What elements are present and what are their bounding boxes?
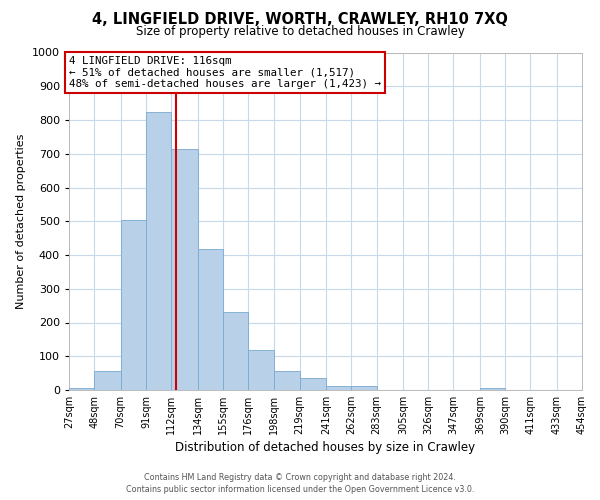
- Text: Contains HM Land Registry data © Crown copyright and database right 2024.
Contai: Contains HM Land Registry data © Crown c…: [126, 472, 474, 494]
- Y-axis label: Number of detached properties: Number of detached properties: [16, 134, 26, 309]
- Bar: [248, 350, 274, 390]
- X-axis label: Distribution of detached houses by size in Crawley: Distribution of detached houses by size …: [175, 441, 476, 454]
- Bar: [146, 112, 171, 390]
- Bar: [121, 220, 146, 390]
- Bar: [171, 150, 197, 390]
- Text: 4, LINGFIELD DRIVE, WORTH, CRAWLEY, RH10 7XQ: 4, LINGFIELD DRIVE, WORTH, CRAWLEY, RH10…: [92, 12, 508, 28]
- Bar: [299, 378, 326, 390]
- Bar: [352, 386, 377, 390]
- Bar: [197, 249, 223, 390]
- Text: 4 LINGFIELD DRIVE: 116sqm
← 51% of detached houses are smaller (1,517)
48% of se: 4 LINGFIELD DRIVE: 116sqm ← 51% of detac…: [69, 56, 381, 89]
- Text: Size of property relative to detached houses in Crawley: Size of property relative to detached ho…: [136, 25, 464, 38]
- Bar: [223, 312, 248, 390]
- Bar: [326, 386, 352, 390]
- Bar: [69, 388, 94, 390]
- Bar: [480, 388, 505, 390]
- Bar: [94, 371, 121, 390]
- Bar: [274, 371, 299, 390]
